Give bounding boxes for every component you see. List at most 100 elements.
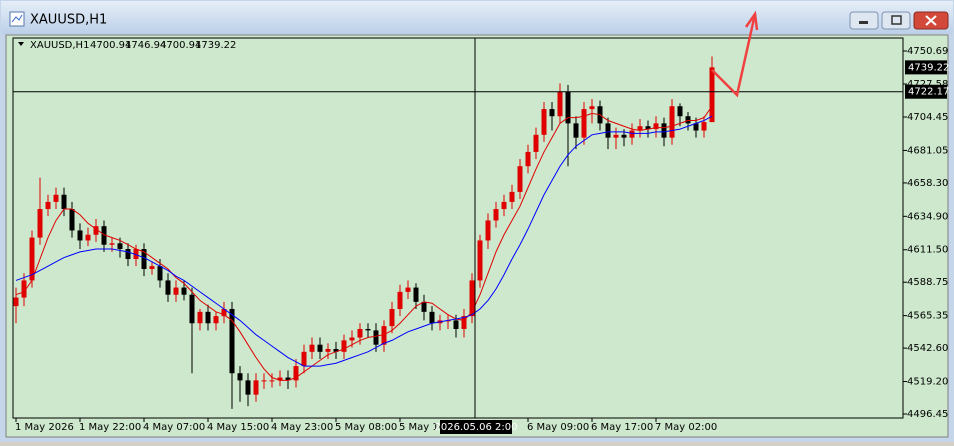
y-tick-label: 4611.50	[907, 245, 948, 256]
candle-body	[253, 380, 259, 395]
candle-body	[237, 373, 243, 381]
candle-body	[573, 123, 579, 138]
candle-body	[157, 266, 163, 281]
candle-body	[365, 328, 371, 331]
candle-body	[93, 226, 99, 235]
candle-body	[613, 134, 619, 138]
plot-border	[12, 37, 904, 419]
candle-body	[677, 106, 683, 117]
ohlc-open: 4700.91	[90, 40, 131, 51]
candle-body	[693, 123, 699, 131]
x-tick-label: 1 May 22:00	[79, 422, 141, 433]
x-tick-label: 5 May 16:00	[399, 422, 461, 433]
candle-body	[525, 151, 531, 167]
candle-body	[285, 377, 291, 381]
minimize-button[interactable]	[849, 11, 879, 30]
close-icon	[925, 15, 937, 26]
candle-body	[181, 287, 187, 295]
y-tick-label: 4496.45	[907, 409, 948, 420]
candle-body	[301, 351, 307, 367]
candle-body	[317, 344, 323, 352]
candle-body	[517, 166, 523, 192]
y-tick-label: 4727.58	[907, 79, 948, 90]
crosshair-price-box	[905, 84, 947, 99]
candle-body	[245, 380, 251, 395]
candle-body	[45, 201, 51, 210]
candle-body	[221, 308, 227, 317]
y-tick-label: 4704.45	[907, 112, 948, 123]
minimize-icon	[859, 21, 868, 24]
y-tick-label: 4565.35	[907, 311, 948, 322]
candle-body	[373, 330, 379, 345]
candle-body	[13, 297, 19, 307]
candle-body	[125, 249, 131, 260]
candle-body	[349, 337, 355, 341]
candle-body	[605, 123, 611, 138]
candle-body	[469, 280, 475, 317]
candle-body	[389, 308, 395, 327]
candle-body	[549, 109, 555, 117]
last-price: 4739.22	[908, 62, 949, 73]
restore-button[interactable]	[881, 11, 911, 30]
annotation-arrowhead	[744, 10, 759, 31]
candle-body	[21, 280, 27, 298]
candle-body	[205, 311, 211, 324]
plot: 4750.69 4727.58 4704.45 4681.05 4658.30 4634.…	[13, 46, 948, 433]
candle-body	[557, 91, 563, 117]
candle-body	[229, 308, 235, 374]
candle-body	[701, 122, 707, 131]
candle-body	[61, 194, 67, 210]
candle-body	[501, 201, 507, 210]
x-tick-label: 4 May 15:00	[207, 422, 269, 433]
y-tick-label: 4658.30	[907, 178, 948, 189]
chart-background	[5, 34, 949, 438]
candle-body	[709, 67, 715, 123]
candle-body	[173, 287, 179, 295]
x-tick-label: 6 May 17:00	[591, 422, 653, 433]
candle-body	[461, 316, 467, 329]
y-tick-label: 4681.05	[907, 145, 948, 156]
annotation-arrow	[711, 13, 757, 98]
candle-body	[629, 130, 635, 138]
y-tick-label: 4588.75	[907, 277, 948, 288]
candle-body	[485, 220, 491, 241]
x-tick-label: 1 May 2026	[15, 422, 74, 433]
candle-body	[565, 91, 571, 124]
candle-body	[453, 320, 459, 329]
window-title: XAUUSD,H1	[30, 13, 107, 28]
candle-body	[413, 287, 419, 302]
candle-body	[325, 348, 331, 352]
y-tick-label: 4542.60	[907, 343, 948, 354]
restore-icon	[891, 15, 902, 25]
candle-body	[141, 249, 147, 270]
last-price-box	[905, 60, 947, 75]
candle-body	[189, 294, 195, 324]
crosshair-time: 2026.05.06 2:00	[435, 422, 518, 433]
window-icon-line	[11, 14, 23, 23]
candle-body	[541, 109, 547, 135]
candle-body	[397, 291, 403, 309]
candle-body	[581, 109, 587, 138]
candle-body	[109, 243, 115, 245]
candle-body	[149, 266, 155, 270]
candle-body	[29, 237, 35, 281]
candle-body	[133, 249, 139, 260]
candle-body	[309, 344, 315, 352]
candle-body	[509, 191, 515, 202]
candle-body	[685, 116, 691, 124]
candle-body	[357, 328, 363, 338]
x-tick-label: 4 May 07:00	[143, 422, 205, 433]
y-tick-label: 4634.90	[907, 211, 948, 222]
candle-body	[117, 243, 123, 250]
candle-body	[405, 287, 411, 292]
candle-body	[653, 123, 659, 130]
candle-body	[69, 209, 75, 231]
candle-body	[261, 380, 267, 382]
x-tick-label: 7 May 02:00	[655, 422, 717, 433]
candle-body	[213, 316, 219, 324]
candle-body	[269, 380, 275, 382]
candle-body	[293, 366, 299, 381]
symbol-label: XAUUSD,H1	[30, 40, 89, 51]
x-tick-label: 6 May 09:00	[527, 422, 589, 433]
candle-body	[101, 226, 107, 245]
